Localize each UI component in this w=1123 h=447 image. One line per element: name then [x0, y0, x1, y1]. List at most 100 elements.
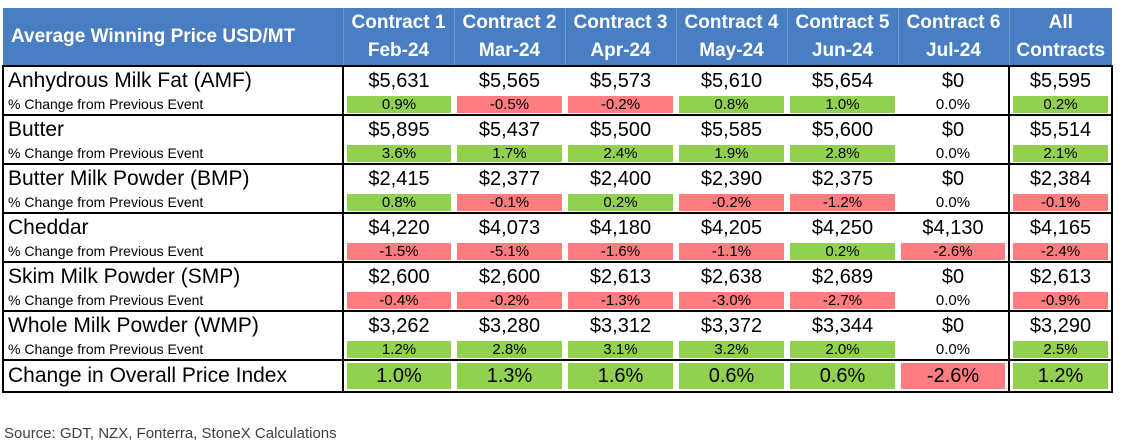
change-value: 0.2%	[1013, 96, 1108, 113]
price-cell: $5,565	[454, 65, 565, 95]
change-cell: -0.2%	[454, 291, 565, 312]
change-row: % Change from Previous Event 0.8% -0.1% 0.2…	[2, 193, 1113, 214]
change-value: -3.0%	[679, 292, 784, 309]
product-row: Anhydrous Milk Fat (AMF) $5,631 $5,565 $5,5…	[2, 65, 1113, 95]
header-row-2: Feb-24 Mar-24 Apr-24 May-24 Jun-24 Jul-2…	[3, 36, 1112, 66]
price-cell: $0	[898, 65, 1009, 95]
change-cell: -2.7%	[787, 291, 898, 312]
source-note: Source: GDT, NZX, Fonterra, StoneX Calcu…	[4, 425, 337, 442]
col-header-2: Contract 2	[453, 8, 565, 36]
price-cell: $4,250	[787, 212, 898, 242]
change-cell: 0.0%	[898, 144, 1009, 165]
col-header-3: Contract 3	[564, 8, 676, 36]
index-cell: 1.2%	[1008, 360, 1113, 393]
change-cell: 3.1%	[565, 340, 676, 361]
change-value: 1.7%	[457, 145, 562, 162]
col-date-6: Jul-24	[897, 36, 1009, 66]
change-label: % Change from Previous Event	[2, 291, 344, 312]
price-cell: $0	[898, 163, 1009, 193]
change-value: -0.2%	[679, 194, 784, 211]
change-value: 0.2%	[790, 243, 895, 260]
price-cell: $3,262	[343, 310, 454, 340]
index-cell: 1.6%	[565, 360, 676, 393]
index-cell: 1.3%	[454, 360, 565, 393]
change-value: -1.2%	[790, 194, 895, 211]
price-cell: $5,654	[787, 65, 898, 95]
change-value: 3.2%	[679, 341, 784, 358]
price-cell: $2,600	[343, 261, 454, 291]
col-header-5: Contract 5	[786, 8, 898, 36]
change-value: 0.0%	[935, 145, 971, 162]
change-value: 0.0%	[935, 341, 971, 358]
index-cell: 1.0%	[343, 360, 454, 393]
product-row: Butter Milk Powder (BMP) $2,415 $2,377 $2,4…	[2, 163, 1113, 193]
price-cell: $5,437	[454, 114, 565, 144]
price-cell: $3,372	[676, 310, 787, 340]
change-value: -0.5%	[457, 96, 562, 113]
change-cell: 1.2%	[343, 340, 454, 361]
change-cell: 3.6%	[343, 144, 454, 165]
col-date-2: Mar-24	[453, 36, 565, 66]
price-cell: $5,573	[565, 65, 676, 95]
index-value: 1.6%	[568, 363, 673, 389]
change-cell: -0.5%	[454, 95, 565, 116]
col-header-6: Contract 6	[897, 8, 1009, 36]
change-cell: -0.2%	[676, 193, 787, 214]
product-row: Skim Milk Powder (SMP) $2,600 $2,600 $2,613…	[2, 261, 1113, 291]
product-name: Butter Milk Powder (BMP)	[2, 163, 344, 193]
change-value: 2.0%	[790, 341, 895, 358]
change-value: -1.1%	[679, 243, 784, 260]
change-value: 3.1%	[568, 341, 673, 358]
price-cell: $4,165	[1008, 212, 1113, 242]
change-value: 0.0%	[935, 96, 971, 113]
change-cell: 0.2%	[787, 242, 898, 263]
index-label: Change in Overall Price Index	[2, 360, 344, 393]
change-label: % Change from Previous Event	[2, 144, 344, 165]
change-row: % Change from Previous Event -1.5% -5.1% -1…	[2, 242, 1113, 263]
change-cell: 2.0%	[787, 340, 898, 361]
index-value: 1.0%	[347, 363, 451, 389]
col-header-1: Contract 1	[342, 8, 454, 36]
change-cell: -1.1%	[676, 242, 787, 263]
price-cell: $2,390	[676, 163, 787, 193]
change-cell: -2.4%	[1008, 242, 1113, 263]
change-row: % Change from Previous Event 3.6% 1.7% 2.4%…	[2, 144, 1113, 165]
change-cell: 0.2%	[565, 193, 676, 214]
price-cell: $2,400	[565, 163, 676, 193]
index-value: 0.6%	[679, 363, 784, 389]
change-value: -1.5%	[347, 243, 451, 260]
price-cell: $0	[898, 310, 1009, 340]
change-cell: 0.0%	[898, 291, 1009, 312]
change-value: -1.6%	[568, 243, 673, 260]
change-cell: -5.1%	[454, 242, 565, 263]
price-cell: $4,220	[343, 212, 454, 242]
change-cell: 2.8%	[787, 144, 898, 165]
change-value: -0.2%	[457, 292, 562, 309]
price-cell: $4,205	[676, 212, 787, 242]
change-cell: -2.6%	[898, 242, 1009, 263]
change-cell: 0.8%	[676, 95, 787, 116]
index-value: 0.6%	[790, 363, 895, 389]
change-label: % Change from Previous Event	[2, 242, 344, 263]
change-cell: 1.7%	[454, 144, 565, 165]
product-name: Cheddar	[2, 212, 344, 242]
price-cell: $4,073	[454, 212, 565, 242]
price-cell: $4,130	[898, 212, 1009, 242]
change-row: % Change from Previous Event -0.4% -0.2% -1…	[2, 291, 1113, 312]
price-cell: $2,377	[454, 163, 565, 193]
table-body: Anhydrous Milk Fat (AMF) $5,631 $5,565 $5,5…	[2, 65, 1113, 393]
col-date-4: May-24	[675, 36, 787, 66]
col-date-all: Contracts	[1008, 36, 1112, 66]
change-value: 1.2%	[347, 341, 451, 358]
change-value: 3.6%	[347, 145, 451, 162]
change-cell: -0.9%	[1008, 291, 1113, 312]
change-value: -2.6%	[901, 243, 1005, 260]
change-cell: 0.2%	[1008, 95, 1113, 116]
price-cell: $4,180	[565, 212, 676, 242]
change-cell: 1.0%	[787, 95, 898, 116]
change-value: 2.5%	[1013, 341, 1108, 358]
price-cell: $2,613	[565, 261, 676, 291]
change-label: % Change from Previous Event	[2, 193, 344, 214]
change-value: 0.9%	[347, 96, 451, 113]
change-cell: 3.2%	[676, 340, 787, 361]
